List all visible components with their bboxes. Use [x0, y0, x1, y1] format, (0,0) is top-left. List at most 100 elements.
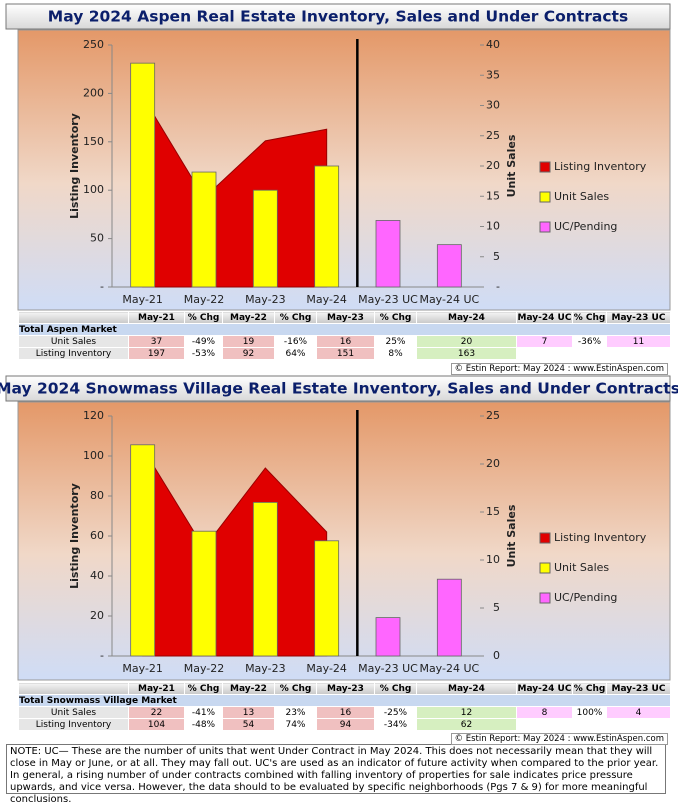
section-label: Total Aspen Market: [18, 323, 671, 336]
cell: 37: [128, 335, 185, 348]
credit: © Estin Report: May 2024 : www.EstinAspe…: [450, 363, 668, 375]
header-cell: % Chg: [274, 311, 317, 324]
x-tick-label: May-23 UC: [358, 662, 418, 675]
y2-tick-label: 10: [486, 553, 500, 566]
header-cell: % Chg: [274, 682, 317, 695]
y-tick-label: 100: [83, 449, 104, 462]
header-cell: May-21: [128, 682, 185, 695]
bar: [375, 220, 401, 288]
cell: 163: [416, 347, 517, 360]
legend-label: UC/Pending: [554, 220, 617, 233]
header-cell: May-23: [316, 682, 375, 695]
y2-tick-label: 0: [493, 649, 500, 662]
bar: [252, 501, 278, 657]
x-tick-label: May-24 UC: [419, 293, 479, 306]
header-cell: May-22: [222, 311, 275, 324]
y2-tick-label: 15: [486, 505, 500, 518]
y-axis-title: Listing Inventory: [68, 113, 81, 219]
note: NOTE: UC— These are the number of units …: [6, 744, 666, 805]
bar: [314, 540, 340, 657]
header-cell: May-23: [316, 311, 375, 324]
cell: 74%: [274, 718, 317, 731]
y-tick-label: 20: [90, 609, 104, 622]
y2-tick-label: 20: [486, 457, 500, 470]
y-tick-label: 80: [90, 489, 104, 502]
y2-axis-title: Unit Sales: [505, 504, 518, 567]
cell: 100%: [572, 706, 607, 719]
cell: 62: [416, 718, 517, 731]
cell: -34%: [374, 718, 417, 731]
cell: -16%: [274, 335, 317, 348]
x-tick-label: May-24: [306, 662, 347, 675]
row-label: Unit Sales: [18, 706, 129, 719]
x-tick-label: May-23 UC: [358, 293, 418, 306]
cell: 23%: [274, 706, 317, 719]
x-tick-label: May-22: [184, 662, 225, 675]
legend-label: UC/Pending: [554, 591, 617, 604]
bar: [436, 578, 462, 657]
x-tick-label: May-21: [122, 662, 163, 675]
cell: 8%: [374, 347, 417, 360]
cell: -41%: [184, 706, 223, 719]
table: May-21% Chg May-22% Chg May-23% Chg May-24 M…: [18, 311, 671, 360]
bar: [436, 244, 462, 288]
cell: -49%: [184, 335, 223, 348]
y-tick-label: -: [100, 649, 104, 662]
cell: [606, 718, 671, 731]
cell: -48%: [184, 718, 223, 731]
title-bar: [5, 3, 671, 30]
y2-tick-label: 30: [486, 99, 500, 112]
legend-swatch: [539, 532, 551, 544]
y2-tick-label: 35: [486, 68, 500, 81]
cell: 16: [316, 706, 375, 719]
y-axis-title: Listing Inventory: [68, 483, 81, 589]
legend-swatch: [539, 562, 551, 574]
bar: [191, 530, 217, 657]
cell: -36%: [572, 335, 607, 348]
y2-tick-label: 25: [486, 129, 500, 142]
cell: 104: [128, 718, 185, 731]
cell: 11: [606, 335, 671, 348]
header-cell: % Chg: [184, 682, 223, 695]
x-tick-label: May-23: [245, 293, 286, 306]
header-cell: May-21: [128, 311, 185, 324]
table: May-21% Chg May-22% Chg May-23% Chg May-24 M…: [18, 682, 671, 731]
cell: 8: [516, 706, 573, 719]
y-tick-label: 100: [83, 183, 104, 196]
y2-tick-label: 15: [486, 189, 500, 202]
cell: [516, 718, 573, 731]
credit: © Estin Report: May 2024 : www.EstinAspe…: [450, 733, 668, 745]
y2-tick-label: 25: [486, 409, 500, 422]
y-tick-label: 40: [90, 569, 104, 582]
cell: [606, 347, 671, 360]
header-cell: [18, 311, 129, 324]
bar: [314, 165, 340, 288]
cell: 64%: [274, 347, 317, 360]
header-cell: May-24: [416, 311, 517, 324]
cell: 13: [222, 706, 275, 719]
header-cell: % Chg: [374, 311, 417, 324]
bar: [252, 189, 278, 288]
legend-swatch: [539, 161, 551, 173]
cell: [516, 347, 573, 360]
header-cell: [18, 682, 129, 695]
header-cell: May-22: [222, 682, 275, 695]
cell: 22: [128, 706, 185, 719]
x-tick-label: May-24: [306, 293, 347, 306]
y-tick-label: 50: [90, 232, 104, 245]
legend-label: Listing Inventory: [554, 531, 647, 544]
y2-tick-label: 10: [486, 220, 500, 233]
cell: 16: [316, 335, 375, 348]
cell: 54: [222, 718, 275, 731]
y2-tick-label: 5: [493, 250, 500, 263]
legend-label: Unit Sales: [554, 561, 609, 574]
y2-tick-label: 20: [486, 159, 500, 172]
title-bar: [5, 375, 671, 402]
y-tick-label: 120: [83, 409, 104, 422]
header-cell: % Chg: [374, 682, 417, 695]
x-tick-label: May-22: [184, 293, 225, 306]
y-tick-label: -: [100, 280, 104, 293]
bar: [130, 62, 156, 288]
y2-axis-title: Unit Sales: [505, 134, 518, 197]
chart-area: [17, 29, 671, 311]
